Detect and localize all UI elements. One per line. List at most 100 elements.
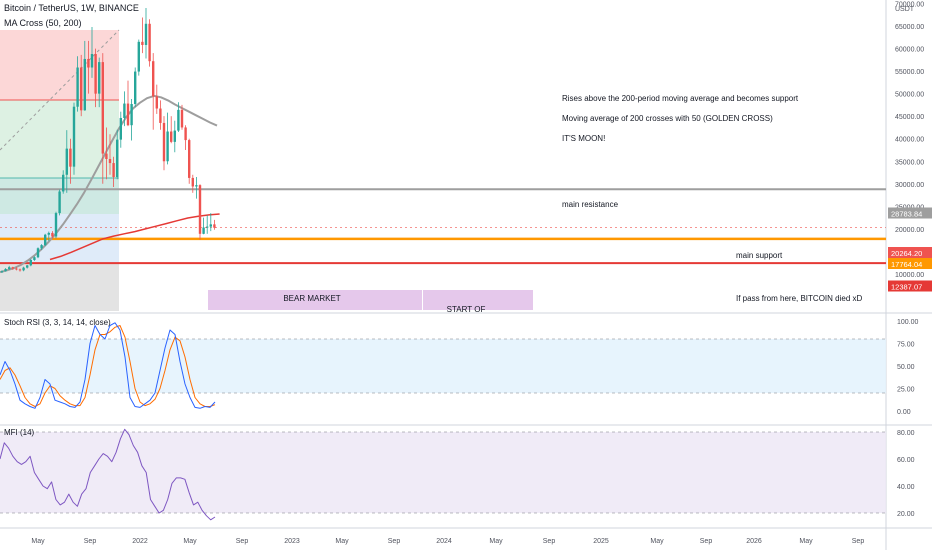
candle-body bbox=[58, 191, 61, 214]
candle-body bbox=[105, 153, 108, 160]
price-tick-label: 60000.00 bbox=[895, 47, 924, 54]
time-tick-label: 2024 bbox=[436, 538, 452, 545]
candle-body bbox=[54, 213, 58, 237]
stoch-tick-label: 50.00 bbox=[897, 364, 915, 371]
candle-body bbox=[36, 248, 40, 258]
candle-body bbox=[166, 131, 169, 162]
candle-body bbox=[11, 267, 14, 269]
stoch-band bbox=[0, 339, 886, 393]
candle-body bbox=[8, 267, 11, 269]
candle-body bbox=[152, 61, 155, 97]
candle-body bbox=[40, 245, 43, 249]
time-tick-label: Sep bbox=[84, 538, 97, 545]
mfi-tick-label: 60.00 bbox=[897, 457, 915, 464]
candle-body bbox=[130, 104, 133, 126]
price-badge-label: 17764.04 bbox=[891, 260, 922, 269]
candle-body bbox=[108, 159, 112, 164]
time-tick-label: 2023 bbox=[284, 538, 300, 545]
stoch-tick-label: 25.00 bbox=[897, 387, 915, 394]
price-badge-label: 20264.20 bbox=[891, 249, 922, 258]
mfi-tick-label: 20.00 bbox=[897, 511, 915, 518]
candle-body bbox=[76, 67, 79, 107]
candle-body bbox=[47, 232, 50, 235]
candle-body bbox=[98, 62, 101, 94]
candle-body bbox=[184, 127, 187, 141]
critical-label: If pass from here, BITCOIN died xD bbox=[736, 294, 862, 303]
time-tick-label: Sep bbox=[236, 538, 249, 545]
symbol-title: Bitcoin / TetherUS, 1W, BINANCE bbox=[4, 3, 139, 13]
price-tick-label: 30000.00 bbox=[895, 182, 924, 189]
candle-body bbox=[33, 257, 36, 260]
candle-body bbox=[134, 71, 137, 105]
price-badge bbox=[888, 258, 932, 269]
ma-50-line bbox=[0, 94, 218, 274]
stoch-tick-label: 75.00 bbox=[897, 342, 915, 349]
candle-body bbox=[155, 96, 158, 109]
price-tick-label: 50000.00 bbox=[895, 92, 924, 99]
candle-body bbox=[209, 224, 212, 227]
candle-body bbox=[144, 23, 148, 45]
candle-body bbox=[206, 226, 209, 228]
price-badge-label: 12387.07 bbox=[891, 283, 922, 292]
candle-body bbox=[0, 271, 4, 273]
stoch-title: Stoch RSI (3, 3, 14, 14, close) bbox=[4, 318, 111, 327]
ma-200-line bbox=[49, 213, 220, 261]
resistance-label: main resistance bbox=[562, 200, 619, 209]
mfi-title: MFI (14) bbox=[4, 428, 35, 437]
price-tick-label: 45000.00 bbox=[895, 114, 924, 121]
candle-body bbox=[90, 53, 94, 68]
price-badge-label: 28783.84 bbox=[891, 210, 922, 219]
candle-body bbox=[123, 103, 126, 118]
candle-body bbox=[148, 23, 151, 62]
candle-body bbox=[141, 41, 144, 45]
candle-body bbox=[69, 148, 72, 167]
candle-body bbox=[51, 232, 54, 237]
candle-body bbox=[213, 224, 216, 228]
candle-body bbox=[101, 62, 104, 154]
price-badge bbox=[888, 247, 932, 258]
start-of-label: START OF bbox=[447, 305, 486, 314]
price-tick-label: 10000.00 bbox=[895, 272, 924, 279]
candle-body bbox=[87, 58, 90, 68]
candle-body bbox=[159, 108, 162, 123]
time-tick-label: May bbox=[489, 538, 503, 545]
stoch-tick-label: 0.00 bbox=[897, 409, 911, 416]
time-tick-label: 2022 bbox=[132, 538, 148, 545]
support-label: main support bbox=[736, 251, 783, 260]
candle-body bbox=[173, 130, 176, 142]
candle-body bbox=[26, 265, 29, 268]
projection-line bbox=[0, 29, 120, 151]
stoch-k-line bbox=[0, 322, 216, 409]
price-tick-label: 55000.00 bbox=[895, 69, 924, 76]
candle-body bbox=[177, 109, 180, 131]
candle-body bbox=[62, 174, 65, 192]
candle-body bbox=[15, 268, 18, 270]
candle-body bbox=[94, 53, 97, 94]
time-tick-label: Sep bbox=[388, 538, 401, 545]
mfi-tick-label: 40.00 bbox=[897, 484, 915, 491]
bear-market-zone bbox=[208, 290, 422, 310]
price-tick-label: 70000.00 bbox=[895, 2, 924, 9]
annotation-rises: Rises above the 200-period moving averag… bbox=[562, 94, 799, 103]
price-tick-label: 65000.00 bbox=[895, 24, 924, 31]
candle-body bbox=[72, 106, 76, 167]
candle-body bbox=[116, 139, 119, 178]
annotation-golden-cross: Moving average of 200 crosses with 50 (G… bbox=[562, 114, 773, 123]
stoch-tick-label: 100.00 bbox=[897, 319, 919, 326]
price-tick-label: 40000.00 bbox=[895, 137, 924, 144]
stop-zone bbox=[0, 264, 119, 311]
candle-body bbox=[112, 163, 115, 178]
candle-body bbox=[65, 148, 68, 175]
mfi-band bbox=[0, 432, 886, 513]
price-tick-label: 20000.00 bbox=[895, 227, 924, 234]
candle-body bbox=[80, 67, 83, 111]
time-tick-label: May bbox=[335, 538, 349, 545]
candle-body bbox=[126, 103, 130, 126]
currency-label: USDT bbox=[895, 6, 915, 13]
candle-body bbox=[202, 227, 205, 234]
time-tick-label: 2026 bbox=[746, 538, 762, 545]
candle-body bbox=[195, 185, 198, 187]
candle-body bbox=[18, 269, 22, 271]
